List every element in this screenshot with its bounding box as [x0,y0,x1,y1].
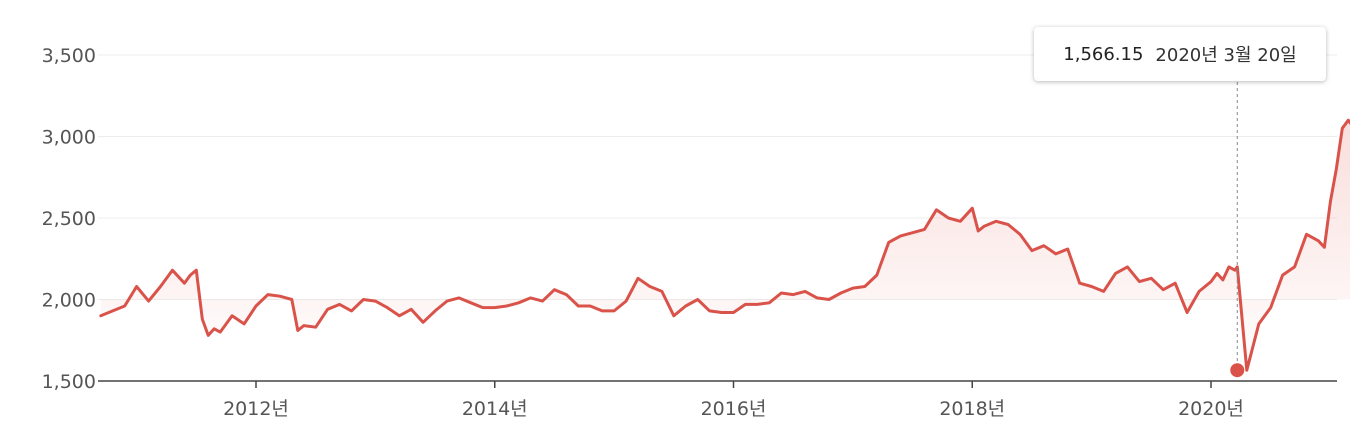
y-tick-label: 3,500 [42,45,96,67]
x-tick-label: 2014년 [462,398,528,420]
x-tick-label: 2020년 [1178,398,1244,420]
tooltip-date: 2020년 3월 20일 [1155,45,1297,66]
x-axis: 2012년 2014년 2016년 2018년 2020년 [223,381,1244,420]
x-tick-label: 2018년 [939,398,1005,420]
y-tick-label: 2,500 [42,208,96,230]
series-line [99,118,1350,372]
y-tick-label: 3,000 [42,127,96,149]
tooltip: 1,566.15 2020년 3월 20일 [1034,27,1326,81]
series-area [100,120,1350,371]
y-tick-label: 2,000 [42,290,96,312]
y-axis: 1,500 2,000 2,500 3,000 3,500 [42,45,96,393]
y-tick-label: 1,500 [42,371,96,393]
data-point-marker[interactable] [1230,363,1245,378]
grid [98,54,1337,300]
tooltip-value: 1,566.15 [1063,43,1144,65]
x-tick-label: 2012년 [223,398,289,420]
x-tick-label: 2016년 [701,398,767,420]
